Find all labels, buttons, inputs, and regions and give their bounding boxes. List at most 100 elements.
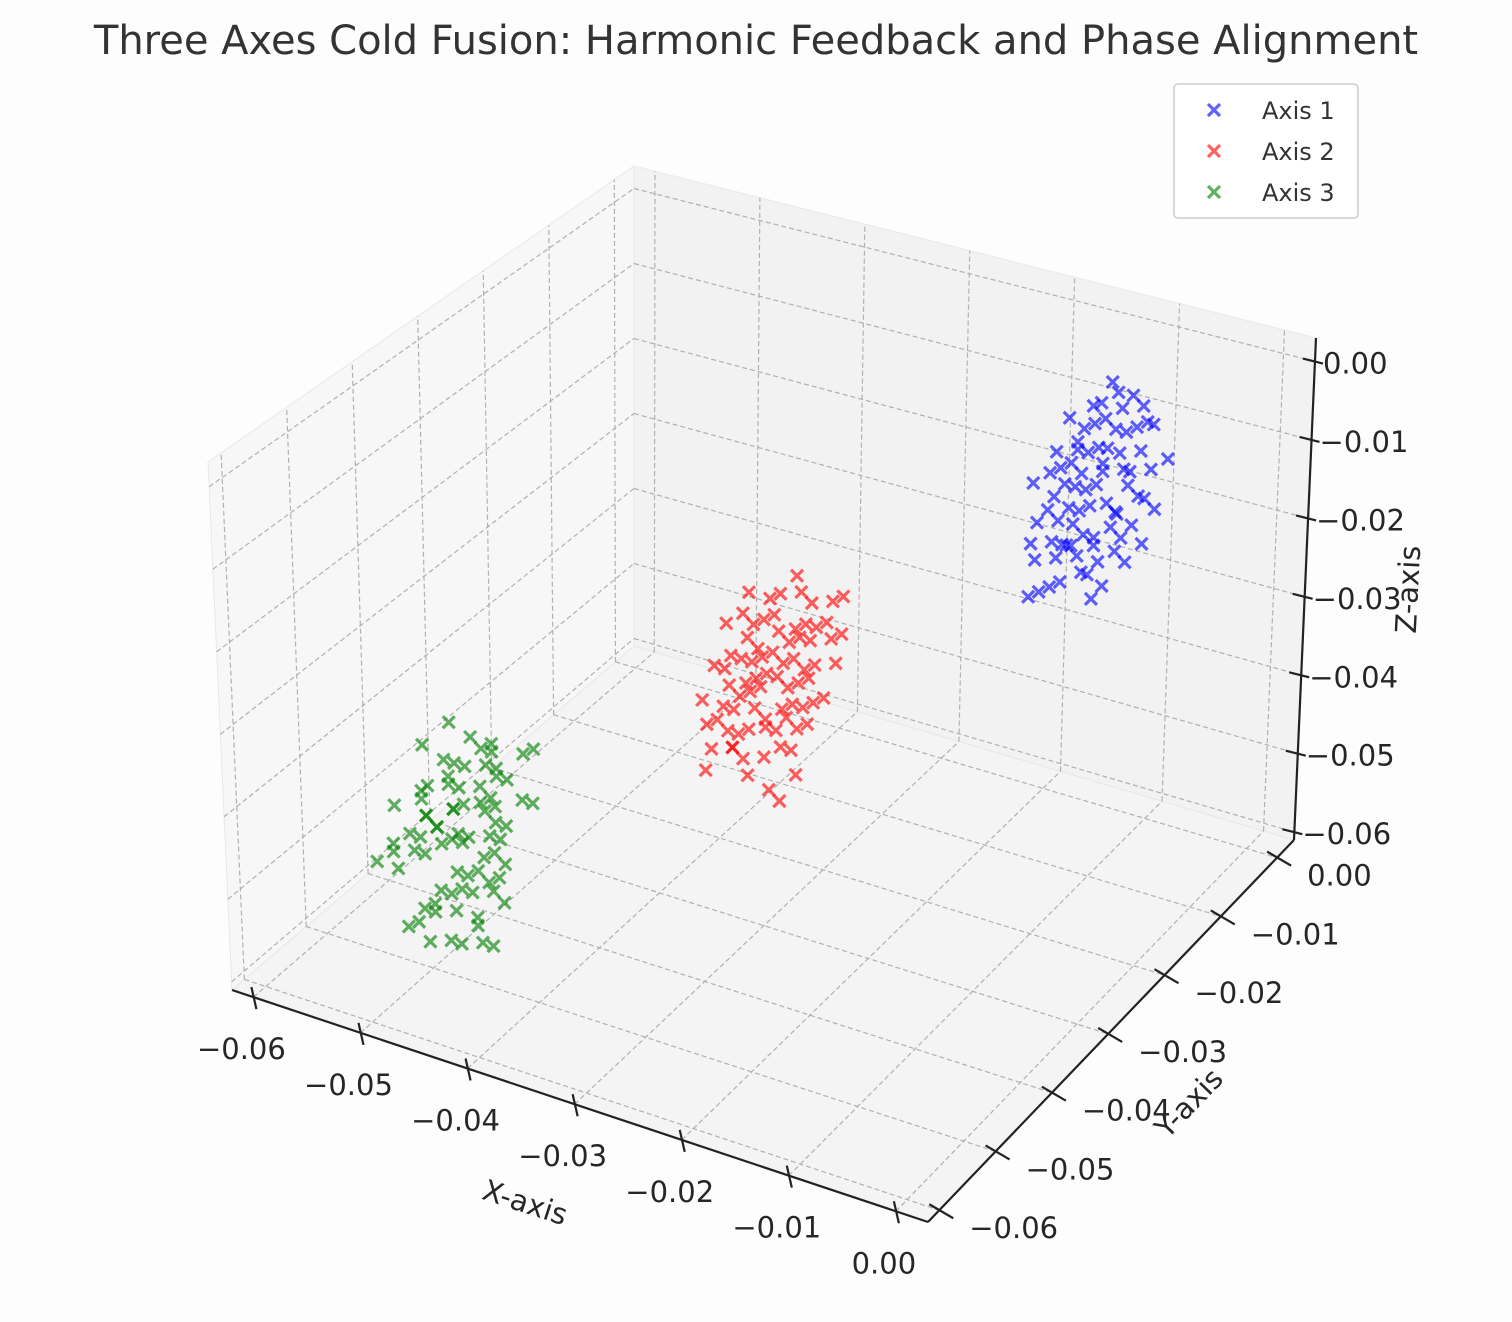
data-point xyxy=(1115,401,1130,416)
data-point xyxy=(773,586,788,601)
z-tick xyxy=(1282,828,1303,836)
legend: Axis 1 Axis 2 Axis 3 xyxy=(1173,83,1359,219)
data-point xyxy=(473,741,489,756)
y-tick-label: 0.00 xyxy=(1307,859,1372,893)
z-tick-label: −0.02 xyxy=(1316,503,1405,537)
data-point xyxy=(478,757,493,773)
data-point xyxy=(828,656,843,671)
y-tick-label: −0.01 xyxy=(1251,917,1340,951)
y-grid-line xyxy=(351,361,369,874)
legend-marker xyxy=(1206,102,1222,118)
data-point xyxy=(1136,398,1151,414)
y-grid-line xyxy=(553,714,1221,917)
data-point xyxy=(1048,550,1063,566)
x-grid-line xyxy=(856,224,866,712)
legend-label: Axis 2 xyxy=(1262,138,1335,166)
data-point xyxy=(798,617,813,632)
data-point xyxy=(1054,537,1070,552)
data-point xyxy=(761,782,776,797)
data-point xyxy=(743,684,758,699)
data-point xyxy=(449,903,464,918)
data-point xyxy=(1143,462,1159,477)
data-point xyxy=(768,723,784,738)
data-point xyxy=(707,658,722,673)
data-point xyxy=(412,914,427,929)
z-tick xyxy=(1295,514,1317,522)
data-point xyxy=(471,863,486,879)
data-point xyxy=(789,721,804,736)
data-point xyxy=(429,819,445,835)
data-point xyxy=(1044,534,1059,549)
data-point xyxy=(1073,565,1089,580)
data-point xyxy=(1068,479,1083,494)
x-tick-label: −0.05 xyxy=(304,1068,393,1102)
data-point xyxy=(386,844,401,859)
y-grid-line xyxy=(615,661,1278,859)
data-point xyxy=(836,589,851,604)
data-point xyxy=(1091,440,1106,455)
y-grid-line xyxy=(306,925,996,1153)
data-point xyxy=(391,861,406,876)
data-point xyxy=(816,690,831,706)
x-axis-line xyxy=(231,988,929,1224)
z-tick xyxy=(1285,749,1307,757)
data-point xyxy=(753,679,768,694)
data-point xyxy=(1052,574,1067,590)
x-grid-line xyxy=(1262,330,1286,832)
y-tick-label: −0.05 xyxy=(1026,1152,1115,1186)
data-point xyxy=(825,594,841,609)
data-point xyxy=(801,671,816,686)
y-tick xyxy=(1266,850,1292,867)
y-grid-line xyxy=(429,820,1109,1035)
data-point xyxy=(487,799,503,814)
y-grid-line xyxy=(417,316,431,821)
grid-lines xyxy=(208,171,1316,1212)
data-point xyxy=(1049,444,1064,459)
data-point xyxy=(413,829,428,845)
data-point xyxy=(1042,465,1058,480)
data-point xyxy=(1109,506,1124,522)
z-grid-line xyxy=(212,263,635,570)
x-tick-label: −0.06 xyxy=(197,1032,286,1066)
data-point xyxy=(774,701,789,717)
data-point xyxy=(414,783,429,798)
data-point xyxy=(418,846,433,861)
z-tick xyxy=(1302,357,1324,365)
data-point xyxy=(716,699,731,714)
data-point xyxy=(1095,456,1111,471)
data-point xyxy=(795,700,810,715)
z-tick-label: −0.01 xyxy=(1320,425,1409,459)
tick-labels: −0.06−0.05−0.04−0.03−0.02−0.010.00−0.06−… xyxy=(197,347,1408,1281)
z-grid-line xyxy=(216,338,635,653)
data-point xyxy=(488,815,503,830)
data-point xyxy=(1094,578,1109,594)
y-grid-line xyxy=(548,225,555,715)
data-point xyxy=(699,717,714,732)
z-axis-line xyxy=(1292,337,1318,841)
data-point xyxy=(710,712,725,727)
z-grid-line xyxy=(633,412,1305,598)
data-point xyxy=(1083,591,1099,606)
y-tick xyxy=(928,1203,954,1220)
data-point xyxy=(454,881,470,897)
data-point xyxy=(475,935,491,950)
data-point xyxy=(1120,478,1135,493)
data-point xyxy=(1133,443,1149,459)
data-point xyxy=(1112,446,1127,461)
data-point xyxy=(771,623,786,639)
data-point xyxy=(457,759,472,774)
data-point xyxy=(446,755,462,771)
y-grid-line xyxy=(244,978,940,1211)
z-grid-line xyxy=(208,188,635,488)
data-points xyxy=(370,374,1175,954)
x-tick xyxy=(464,1058,472,1081)
y-grid-line xyxy=(491,767,1165,976)
data-point xyxy=(1089,477,1104,492)
data-point xyxy=(1061,500,1076,515)
data-point xyxy=(515,792,530,808)
x-grid-line xyxy=(360,681,757,1034)
data-point xyxy=(725,740,740,755)
z-tick xyxy=(1292,592,1313,600)
data-point xyxy=(717,661,732,676)
